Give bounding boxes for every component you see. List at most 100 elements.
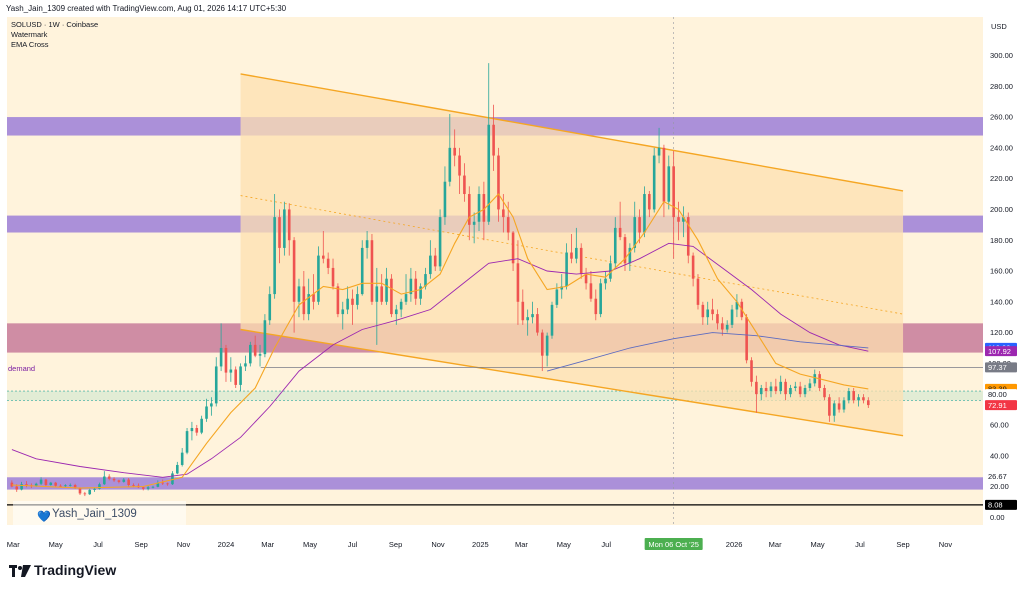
candle[interactable] — [39, 477, 43, 485]
candle[interactable] — [774, 378, 778, 395]
candle[interactable] — [458, 147, 461, 195]
candle[interactable] — [20, 481, 23, 491]
candle[interactable] — [808, 378, 812, 392]
candle[interactable] — [394, 304, 398, 325]
candle[interactable] — [49, 481, 53, 486]
candle[interactable] — [443, 166, 447, 225]
candle[interactable] — [579, 243, 583, 279]
price-badge-80.00[interactable] — [985, 389, 1017, 400]
candle[interactable] — [122, 478, 126, 483]
candle[interactable] — [818, 371, 821, 392]
candle[interactable] — [253, 335, 257, 358]
candle[interactable] — [127, 478, 130, 488]
candle[interactable] — [234, 366, 238, 388]
candle[interactable] — [433, 247, 437, 271]
candle[interactable] — [263, 314, 267, 358]
candle[interactable] — [146, 485, 150, 491]
candle[interactable] — [88, 488, 92, 495]
candle[interactable] — [419, 283, 422, 305]
candle[interactable] — [351, 289, 354, 325]
candle[interactable] — [750, 357, 753, 387]
candle[interactable] — [453, 129, 456, 167]
symbol-legend[interactable]: SOLUSD · 1W · Coinbase — [11, 20, 99, 29]
zone-4[interactable] — [7, 477, 983, 490]
price-badge-97.37[interactable] — [985, 362, 1017, 373]
candle[interactable] — [283, 201, 286, 256]
ma-long-line[interactable] — [546, 332, 869, 372]
candle[interactable] — [166, 482, 169, 486]
candle[interactable] — [613, 217, 617, 268]
candle[interactable] — [789, 384, 792, 398]
candle[interactable] — [151, 485, 155, 489]
candle[interactable] — [380, 274, 383, 305]
candle[interactable] — [545, 332, 549, 367]
candle[interactable] — [54, 481, 57, 487]
candle[interactable] — [706, 301, 710, 325]
candle[interactable] — [711, 298, 714, 321]
candle[interactable] — [98, 482, 101, 490]
candle[interactable] — [672, 150, 675, 259]
price-badge-72.91[interactable] — [985, 400, 1017, 411]
candle[interactable] — [219, 323, 223, 372]
candle[interactable] — [278, 209, 281, 264]
candle[interactable] — [832, 400, 836, 422]
candle[interactable] — [390, 274, 393, 318]
candle[interactable] — [604, 271, 607, 290]
candle[interactable] — [686, 212, 690, 264]
candle[interactable] — [755, 375, 758, 413]
candle[interactable] — [701, 301, 705, 325]
demand-zone[interactable] — [7, 391, 983, 401]
candle[interactable] — [365, 230, 369, 259]
candle[interactable] — [643, 186, 646, 238]
candle[interactable] — [828, 394, 831, 422]
candle[interactable] — [662, 144, 666, 218]
candle[interactable] — [784, 378, 787, 401]
candle[interactable] — [657, 127, 661, 164]
candle[interactable] — [83, 491, 87, 497]
candle[interactable] — [618, 201, 622, 241]
candle[interactable] — [346, 286, 349, 315]
candle[interactable] — [560, 274, 564, 299]
candle[interactable] — [521, 289, 525, 325]
candle[interactable] — [866, 397, 870, 409]
candle[interactable] — [798, 381, 802, 398]
candle[interactable] — [185, 428, 189, 455]
candle[interactable] — [682, 206, 685, 238]
candle[interactable] — [229, 357, 233, 382]
candle[interactable] — [531, 301, 534, 324]
candle[interactable] — [249, 341, 252, 367]
candle[interactable] — [696, 274, 700, 310]
candle[interactable] — [482, 181, 486, 241]
candle[interactable] — [258, 344, 262, 367]
candle[interactable] — [239, 363, 242, 392]
candle[interactable] — [862, 394, 865, 404]
candle[interactable] — [536, 307, 539, 336]
candle[interactable] — [823, 384, 826, 401]
candle[interactable] — [565, 243, 568, 290]
candle[interactable] — [594, 289, 598, 321]
candle[interactable] — [745, 314, 748, 364]
candle[interactable] — [10, 480, 14, 488]
candle[interactable] — [171, 471, 174, 485]
candle[interactable] — [735, 294, 739, 318]
candle[interactable] — [492, 104, 495, 171]
candle[interactable] — [511, 230, 515, 271]
candle[interactable] — [370, 234, 374, 305]
candle[interactable] — [210, 397, 213, 416]
candle[interactable] — [677, 201, 680, 241]
candle[interactable] — [25, 481, 28, 488]
candle[interactable] — [268, 286, 272, 325]
chart-area[interactable]: demand USD0.0020.0040.0060.0080.00100.00… — [0, 17, 1024, 553]
candle[interactable] — [852, 387, 856, 404]
candle[interactable] — [195, 424, 199, 436]
candle[interactable] — [176, 461, 179, 475]
candle[interactable] — [375, 267, 379, 345]
candle[interactable] — [244, 355, 247, 372]
candle[interactable] — [180, 448, 184, 467]
candle[interactable] — [331, 258, 335, 290]
channel-upper-line[interactable] — [240, 73, 904, 192]
candle[interactable] — [438, 209, 442, 271]
candle[interactable] — [103, 471, 106, 485]
candle[interactable] — [516, 240, 520, 325]
candle[interactable] — [638, 209, 641, 244]
